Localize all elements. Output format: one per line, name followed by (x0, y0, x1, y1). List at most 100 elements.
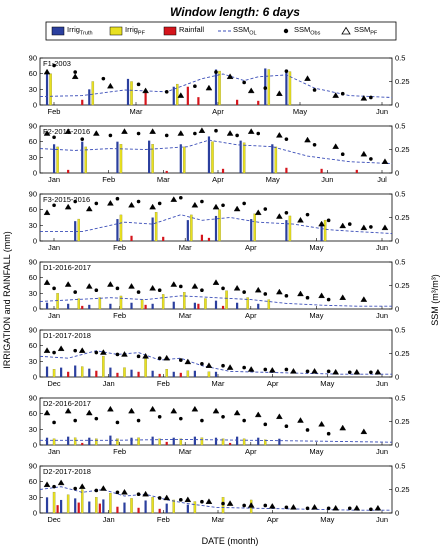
ssm-pf-point (247, 502, 255, 508)
ssm-obs-point (284, 367, 289, 372)
irrig-truth-bar (88, 437, 91, 445)
irrig-pf-bar (274, 146, 278, 174)
legend-label-irrig_truth: IrrigTruth (67, 25, 93, 37)
ssm-obs-point (179, 358, 183, 362)
irrig-truth-bar (186, 220, 189, 241)
ssm-pf-point (339, 424, 347, 431)
y-left-tick-label: 30 (29, 85, 37, 94)
ssm-obs-point (73, 418, 77, 423)
irrig-pf-bar (158, 438, 161, 446)
ssm-obs-point (263, 422, 268, 427)
panel-label: D1-2017-2018 (43, 331, 91, 340)
irrig-pf-bar (165, 369, 168, 378)
ssm-pf-point (332, 368, 340, 375)
panel-4: 0 30 60 90 0 0.25 0.5 Jan Feb Mar Apr May Jun D1-2016… (29, 258, 410, 321)
rainfall-bar (67, 169, 70, 173)
ssm-pf-point (276, 213, 283, 219)
ssm-ol-line (39, 350, 392, 375)
ssm-pf-point (177, 130, 185, 136)
y-left-tick-label: 0 (33, 237, 37, 246)
ssm-obs-point (347, 222, 352, 226)
panel-2: 0 30 60 90 0 0.25 0.5 Jan Feb Mar Apr May Jun Jul F2-2… (29, 122, 410, 185)
rainfall-bar (81, 99, 84, 105)
y-left-tick-label: 0 (33, 169, 37, 178)
ssm-pf-point (374, 368, 382, 375)
panel-label: F2-2015-2016 (43, 127, 90, 136)
legend-label-rainfall: Rainfall (179, 25, 204, 34)
irrig-truth-bar (60, 499, 63, 513)
irrig-truth-bar (130, 302, 133, 309)
ssm-obs-point (221, 286, 225, 291)
ssm-pf-point (184, 496, 192, 503)
irrig-pf-bar (242, 142, 246, 174)
irrig-truth-bar (148, 140, 151, 173)
irrig-pf-bar (225, 290, 228, 310)
ssm-pf-point (43, 279, 51, 285)
legend-swatch-rainfall (163, 26, 177, 36)
irrig-truth-bar (257, 437, 260, 445)
y-left-tick-label: 60 (29, 409, 37, 418)
rainfall-bar (186, 86, 189, 105)
ssm-pf-point (276, 90, 283, 96)
ssm-pf-point (64, 203, 72, 210)
legend-sub-ssm_ol: OL (249, 31, 256, 37)
ssm-obs-point (369, 95, 373, 100)
irrig-truth-bar (116, 141, 119, 173)
ssm-obs-point (52, 350, 56, 355)
ssm-obs-point (94, 288, 99, 293)
ssm-obs-point (242, 290, 246, 294)
ssm-obs-point (312, 88, 317, 92)
ssm-obs-point (242, 80, 246, 85)
y-right-tick-label: 0 (395, 509, 399, 518)
rainfall-bar (320, 168, 323, 173)
legend-label-ssm_pf: SSMPF (354, 25, 378, 37)
ssm-pf-point (254, 411, 262, 418)
y-right-tick-label: 0 (395, 169, 399, 178)
y-right-tick-label: 0.25 (395, 485, 410, 494)
y-right-tick-label: 0.5 (395, 54, 405, 63)
y-axis-right-label: SSM (m³/m³) (430, 274, 440, 326)
irrig-pf-bar (221, 438, 225, 446)
ssm-obs-point (80, 137, 85, 141)
legend-sub-irrig_truth: Truth (80, 31, 93, 37)
legend-label-ssm_obs: SSMObs (294, 25, 321, 37)
irrig-truth-bar (285, 69, 288, 105)
y-right-tick-label: 0.25 (395, 213, 410, 222)
irrig-pf-bar (140, 299, 144, 310)
legend-swatch-irrig_truth (51, 26, 65, 36)
ssm-obs-point (52, 63, 56, 68)
y-axis-left-label: IRRIGATION and RAINFALL (mm) (2, 231, 12, 369)
x-tick-label: Jun (376, 515, 388, 524)
x-tick-label: Jan (48, 243, 60, 252)
irrig-truth-bar (172, 437, 175, 445)
y-right-tick-label: 0.5 (395, 258, 405, 267)
panel-label: F1-2003 (43, 59, 71, 68)
ssm-pf-point (233, 284, 241, 291)
rainfall-bar (162, 236, 165, 241)
irrig-pf-bar (288, 215, 292, 242)
rainfall-bar (257, 100, 260, 105)
irrig-truth-bar (88, 304, 91, 309)
irrig-pf-bar (95, 438, 98, 446)
ssm-pf-point (78, 483, 86, 489)
ssm-obs-point (52, 286, 56, 291)
ssm-pf-point (353, 504, 361, 511)
x-tick-label: May (320, 515, 334, 524)
irrig-truth-bar (144, 500, 147, 513)
x-tick-label: Mar (157, 175, 170, 184)
ssm-pf-point (142, 87, 149, 94)
ssm-pf-point (191, 405, 199, 412)
ssm-pf-point (360, 296, 368, 302)
irrig-truth-bar (172, 371, 175, 377)
irrig-truth-bar (214, 300, 218, 309)
irrig-pf-bar (151, 144, 154, 174)
irrig-pf-bar (119, 214, 123, 242)
x-tick-label: Feb (113, 243, 126, 252)
ssm-pf-point (268, 503, 276, 509)
panel-frame (39, 465, 393, 514)
panel-6: 0 30 60 90 0 0.25 0.5 Jan Feb Mar Apr May Jun D2-2016… (29, 394, 410, 457)
legend-label-ssm_ol: SSMOL (233, 25, 257, 37)
panel-label: D2-2016-2017 (43, 399, 91, 408)
legend-sub-ssm_pf: PF (370, 31, 378, 37)
irrig-truth-bar (109, 367, 112, 377)
